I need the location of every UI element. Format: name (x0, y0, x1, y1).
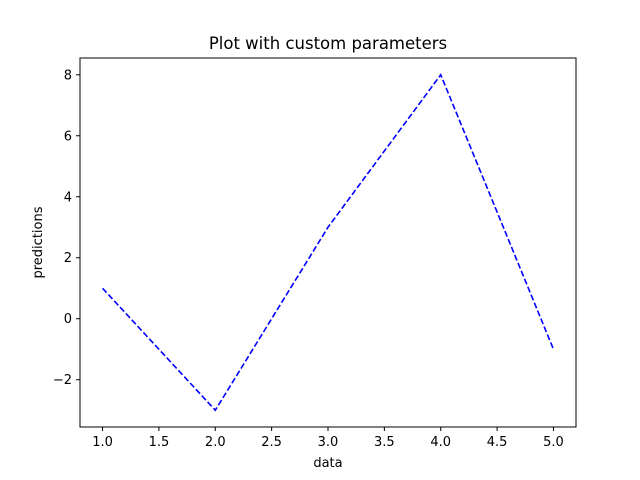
x-tick-label: 1.0 (92, 435, 113, 450)
y-tick-label: 4 (64, 190, 72, 205)
x-tick-label: 1.5 (149, 435, 170, 450)
y-tick-label: −2 (53, 373, 72, 388)
y-axis-ticks: −2 0 2 4 6 8 (53, 68, 80, 388)
series-line-predictions (101, 73, 555, 412)
y-tick-label: 0 (64, 312, 72, 327)
x-tick-label: 4.5 (487, 435, 508, 450)
y-tick-label: 8 (64, 68, 72, 83)
y-axis-label: predictions (31, 206, 46, 278)
x-tick-label: 2.0 (205, 435, 226, 450)
x-tick-label: 5.0 (543, 435, 564, 450)
x-axis-ticks: 1.0 1.5 2.0 2.5 3.0 3.5 4.0 4.5 5.0 (92, 427, 564, 450)
x-axis-label: data (313, 456, 342, 471)
y-tick-label: 2 (64, 251, 72, 266)
x-tick-label: 3.5 (374, 435, 395, 450)
x-tick-label: 3.0 (318, 435, 339, 450)
chart-title: Plot with custom parameters (209, 34, 447, 53)
plot-area (80, 58, 576, 427)
x-tick-label: 2.5 (261, 435, 282, 450)
y-tick-label: 6 (64, 129, 72, 144)
x-tick-label: 4.0 (430, 435, 451, 450)
plot-frame (79, 57, 577, 428)
